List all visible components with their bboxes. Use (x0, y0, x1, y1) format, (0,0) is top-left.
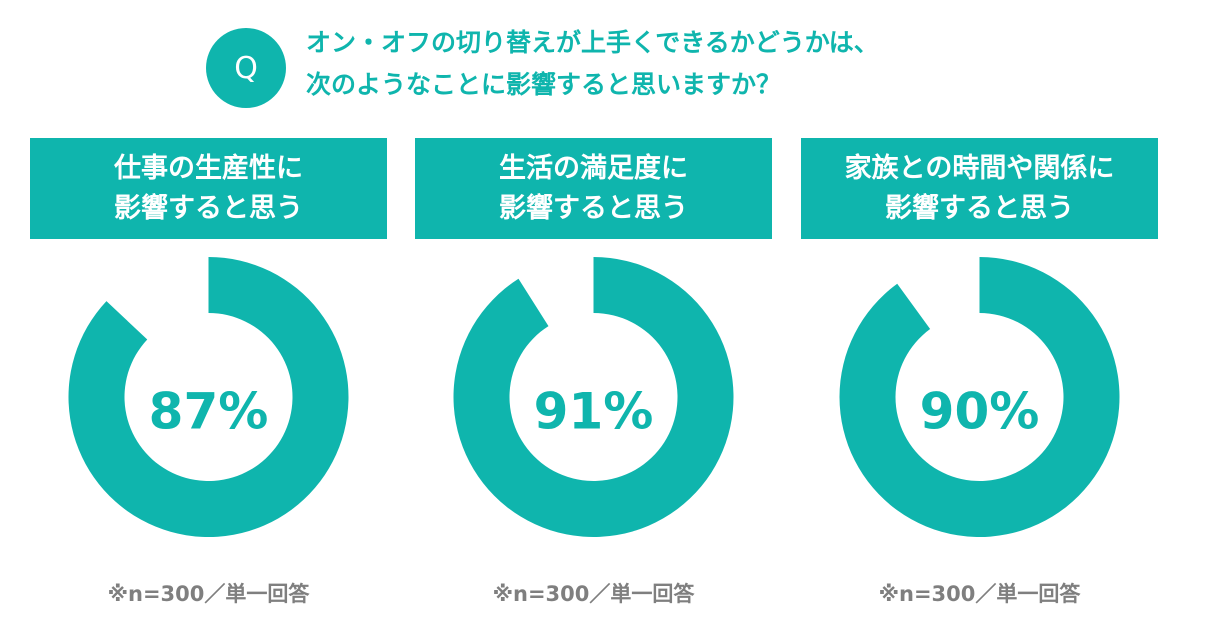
panel-title-line-2: 影響すると思う (114, 192, 303, 224)
donut-value-label: 91% (534, 383, 654, 441)
sample-note: ※n=300／単一回答 (107, 582, 310, 606)
panel-productivity: 仕事の生産性に 影響すると思う 87% ※n=300／単一回答 (30, 138, 387, 606)
sample-note: ※n=300／単一回答 (492, 582, 695, 606)
donut-segment (839, 257, 1120, 537)
panel-title-line-1: 家族との時間や関係に (844, 152, 1115, 184)
donut-segment (68, 257, 349, 537)
panel-life-satisfaction: 生活の満足度に 影響すると思う 91% ※n=300／単一回答 (415, 138, 772, 606)
question-text: オン・オフの切り替えが上手くできるかどうかは、 次のようなことに影響すると思いま… (306, 22, 879, 106)
panel-header: 家族との時間や関係に 影響すると思う (801, 138, 1158, 239)
question-line-1: オン・オフの切り替えが上手くできるかどうかは、 (306, 28, 879, 57)
question-line-2: 次のようなことに影響すると思いますか？ (306, 70, 782, 99)
donut-chart: 91% (453, 257, 734, 537)
question-badge: Q (206, 28, 286, 108)
sample-note: ※n=300／単一回答 (878, 582, 1081, 606)
question-badge-label: Q (234, 50, 258, 86)
donut-value-label: 90% (920, 383, 1040, 441)
donut-chart: 90% (839, 257, 1120, 537)
donut-chart: 87% (68, 257, 349, 537)
donut-value-label: 87% (149, 383, 269, 441)
donut-segment (453, 257, 734, 537)
panel-family-time: 家族との時間や関係に 影響すると思う 90% ※n=300／単一回答 (801, 138, 1158, 606)
panel-title-line-1: 生活の満足度に (499, 152, 688, 184)
panel-title-line-1: 仕事の生産性に (114, 152, 303, 184)
panel-header: 生活の満足度に 影響すると思う (415, 138, 772, 239)
panel-title-line-2: 影響すると思う (499, 192, 688, 224)
panel-header: 仕事の生産性に 影響すると思う (30, 138, 387, 239)
panel-title-line-2: 影響すると思う (885, 192, 1074, 224)
